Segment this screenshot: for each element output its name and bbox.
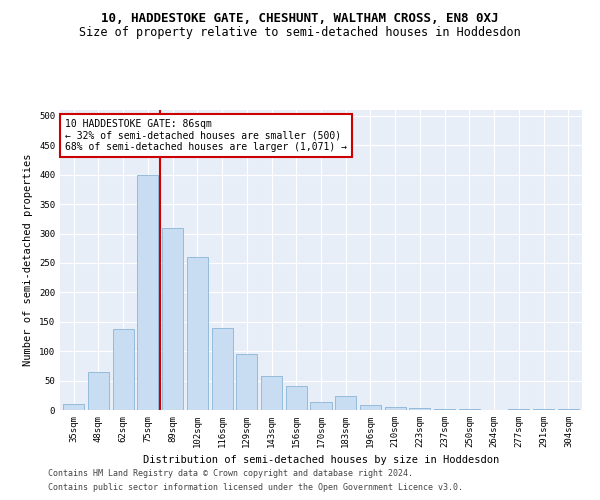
Bar bbox=[187, 257, 208, 410]
Bar bbox=[113, 329, 134, 410]
Bar bbox=[137, 174, 158, 410]
Bar bbox=[261, 376, 282, 410]
Text: Contains public sector information licensed under the Open Government Licence v3: Contains public sector information licen… bbox=[48, 484, 463, 492]
Bar bbox=[434, 409, 455, 410]
Bar bbox=[286, 386, 307, 410]
Bar bbox=[360, 404, 381, 410]
Bar bbox=[212, 328, 233, 410]
Bar bbox=[162, 228, 183, 410]
Bar bbox=[385, 407, 406, 410]
Bar bbox=[508, 409, 529, 410]
X-axis label: Distribution of semi-detached houses by size in Hoddesdon: Distribution of semi-detached houses by … bbox=[143, 456, 499, 466]
Bar bbox=[409, 408, 430, 410]
Bar bbox=[335, 396, 356, 410]
Text: 10, HADDESTOKE GATE, CHESHUNT, WALTHAM CROSS, EN8 0XJ: 10, HADDESTOKE GATE, CHESHUNT, WALTHAM C… bbox=[101, 12, 499, 26]
Bar bbox=[88, 372, 109, 410]
Bar bbox=[310, 402, 332, 410]
Bar bbox=[63, 404, 84, 410]
Text: 10 HADDESTOKE GATE: 86sqm
← 32% of semi-detached houses are smaller (500)
68% of: 10 HADDESTOKE GATE: 86sqm ← 32% of semi-… bbox=[65, 119, 347, 152]
Text: Contains HM Land Registry data © Crown copyright and database right 2024.: Contains HM Land Registry data © Crown c… bbox=[48, 468, 413, 477]
Bar bbox=[236, 354, 257, 410]
Y-axis label: Number of semi-detached properties: Number of semi-detached properties bbox=[23, 154, 34, 366]
Text: Size of property relative to semi-detached houses in Hoddesdon: Size of property relative to semi-detach… bbox=[79, 26, 521, 39]
